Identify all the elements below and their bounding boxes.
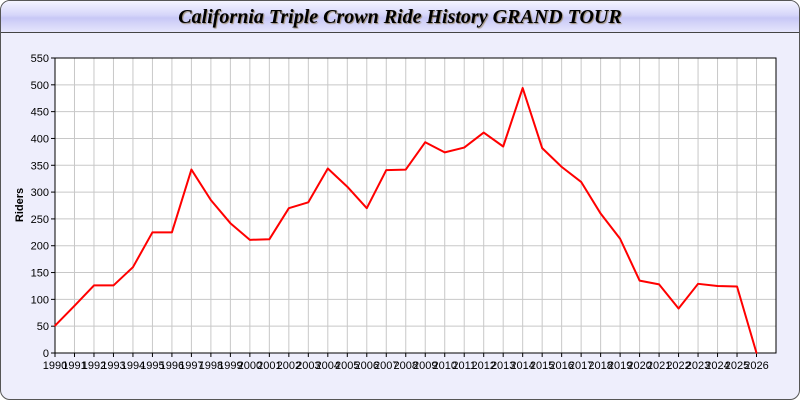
- data-point: [463, 146, 466, 149]
- x-tick-label: 2017: [569, 360, 593, 372]
- data-point: [93, 284, 95, 287]
- x-tick-label: 2002: [277, 360, 301, 372]
- x-tick-label: 1992: [82, 360, 106, 372]
- data-point: [580, 181, 582, 183]
- data-point: [697, 283, 699, 285]
- y-tick-label: 150: [31, 268, 49, 280]
- data-point: [151, 231, 154, 234]
- x-tick-label: 2012: [471, 360, 495, 372]
- x-tick-label: 2021: [647, 360, 671, 372]
- data-point: [268, 238, 271, 241]
- y-tick-label: 550: [31, 53, 49, 65]
- series: [54, 87, 758, 354]
- data-point: [132, 266, 134, 268]
- x-tick-label: 2010: [432, 360, 456, 372]
- data-point: [288, 207, 290, 209]
- x-tick-label: 2022: [666, 360, 690, 372]
- x-tick-label: 2001: [257, 360, 281, 372]
- data-point: [73, 305, 76, 307]
- x-tick-label: 1996: [160, 360, 184, 372]
- x-tick-label: 2013: [491, 360, 515, 372]
- x-tick-label: 2015: [530, 360, 554, 372]
- plot-border: [54, 57, 777, 354]
- x-tick-label: 2020: [627, 360, 651, 372]
- y-tick-label: 400: [31, 133, 49, 145]
- data-point: [716, 285, 719, 287]
- x-tick-label: 1997: [179, 360, 203, 372]
- data-point: [171, 231, 173, 234]
- y-axis-label: Riders: [14, 188, 26, 222]
- data-point: [521, 87, 524, 89]
- data-point: [658, 283, 660, 286]
- x-tick-label: 2011: [452, 360, 476, 372]
- x-tick-label: 2026: [744, 360, 768, 372]
- y-tick-label: 300: [31, 187, 49, 199]
- x-tick-label: 2009: [413, 360, 437, 372]
- data-point: [404, 168, 407, 171]
- x-tick-label: 2023: [686, 360, 710, 372]
- x-tick-label: 1995: [140, 360, 164, 372]
- data-point: [307, 201, 310, 204]
- x-tick-label: 1993: [101, 360, 125, 372]
- x-tick-label: 1990: [43, 360, 67, 372]
- chart-title: California Triple Crown Ride History GRA…: [178, 6, 622, 28]
- data-point: [112, 284, 115, 287]
- axis-ticks: 0501001502002503003504004505005501990199…: [31, 53, 769, 372]
- data-point: [54, 324, 56, 327]
- x-tick-label: 2018: [588, 360, 612, 372]
- data-point: [327, 167, 329, 170]
- title-bar: California Triple Crown Ride History GRA…: [1, 1, 799, 33]
- data-point: [210, 199, 212, 201]
- x-tick-label: 2025: [725, 360, 749, 372]
- y-tick-label: 350: [31, 160, 49, 172]
- data-point: [755, 352, 758, 354]
- x-tick-label: 2003: [296, 360, 320, 372]
- data-point: [424, 141, 427, 144]
- data-point: [482, 131, 485, 134]
- data-point: [619, 237, 621, 240]
- x-tick-label: 2024: [705, 360, 729, 372]
- x-tick-label: 2014: [510, 360, 534, 372]
- data-point: [560, 166, 563, 168]
- y-tick-label: 500: [31, 80, 49, 92]
- x-tick-label: 2005: [335, 360, 359, 372]
- y-tick-label: 450: [31, 107, 49, 119]
- y-tick-label: 200: [31, 241, 49, 253]
- x-tick-label: 1998: [199, 360, 223, 372]
- data-point: [385, 169, 388, 171]
- data-point: [599, 212, 602, 215]
- data-point: [190, 168, 193, 171]
- data-point: [502, 145, 504, 148]
- data-point: [541, 147, 543, 149]
- x-tick-label: 2008: [394, 360, 418, 372]
- plot-area: [55, 58, 776, 353]
- data-point: [346, 185, 349, 188]
- data-point: [638, 279, 641, 282]
- data-point: [736, 285, 738, 288]
- x-tick-label: 2006: [355, 360, 379, 372]
- x-tick-label: 2007: [374, 360, 398, 372]
- x-tick-label: 2016: [549, 360, 573, 372]
- y-tick-label: 250: [31, 214, 49, 226]
- x-tick-label: 1999: [218, 360, 242, 372]
- data-point: [443, 151, 446, 154]
- x-tick-label: 2000: [238, 360, 262, 372]
- data-point: [365, 207, 368, 209]
- x-tick-label: 1994: [121, 360, 145, 372]
- y-tick-label: 50: [37, 321, 49, 333]
- x-tick-label: 1991: [62, 360, 86, 372]
- y-tick-label: 0: [43, 348, 49, 360]
- data-point: [249, 239, 251, 241]
- x-tick-label: 2004: [316, 360, 340, 372]
- data-point: [677, 307, 680, 310]
- data-point: [229, 222, 232, 224]
- y-tick-label: 100: [31, 294, 49, 306]
- x-tick-label: 2019: [608, 360, 632, 372]
